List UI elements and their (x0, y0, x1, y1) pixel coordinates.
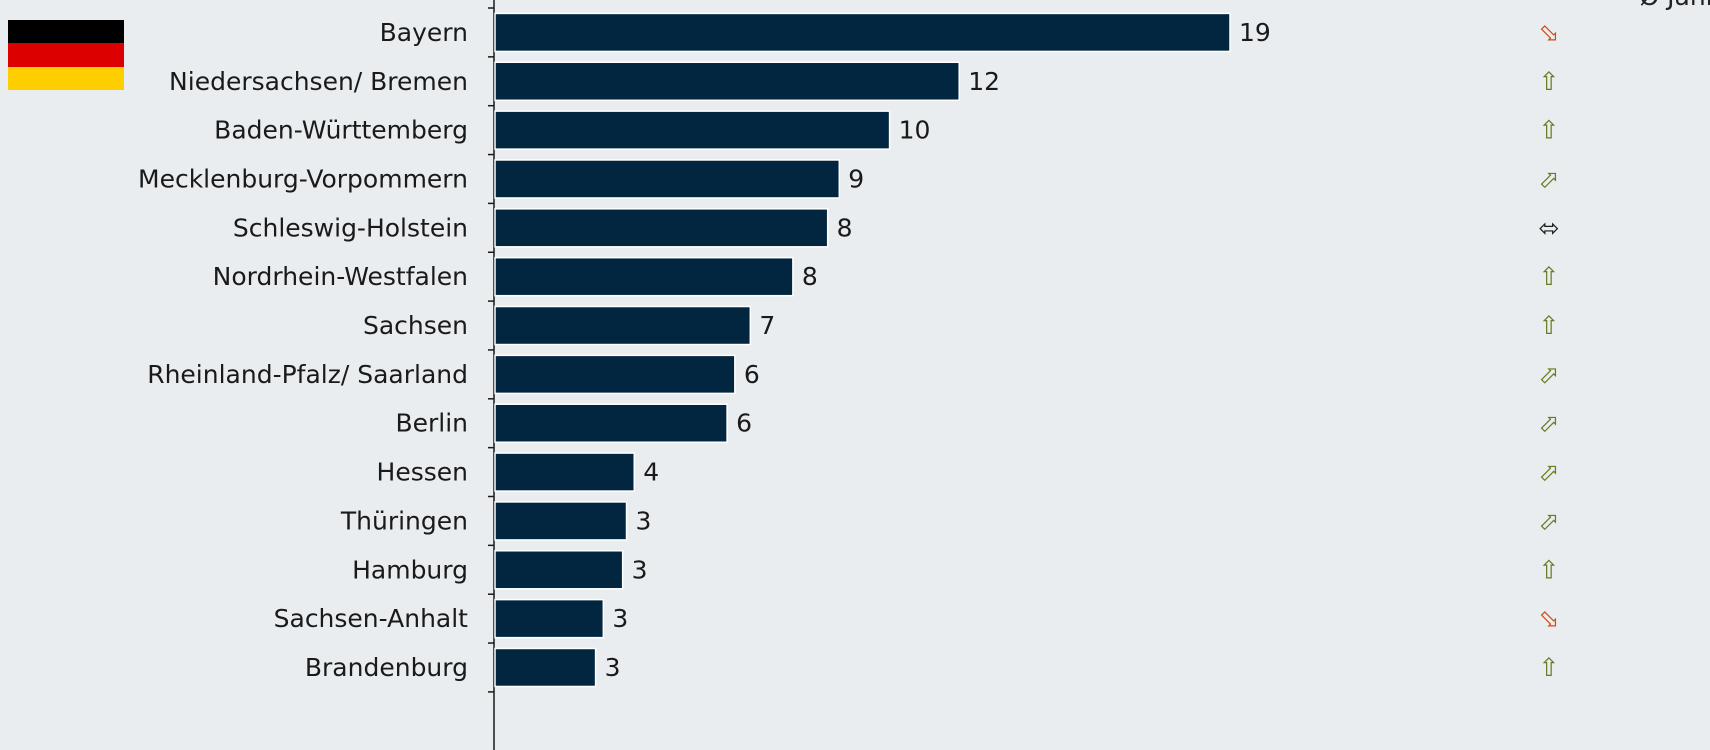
value-label: 8 (802, 262, 818, 291)
bar (494, 452, 636, 492)
value-label: 3 (612, 604, 628, 633)
bar (494, 354, 736, 395)
bar (494, 208, 829, 248)
arrow-up-icon: ⇧ (1539, 67, 1560, 96)
arrow-up-icon: ⇧ (1539, 116, 1560, 145)
category-label: Niedersachsen/ Bremen (169, 67, 468, 96)
arrow-up-icon: ⇧ (1539, 653, 1560, 682)
trend-icons: ⬂ ⇧ ⇧ ⬀ ⬄ ⇧ ⇧ ⬀ ⬀ ⬀ ⬀ ⇧ ⬂ ⇧ (1539, 18, 1560, 682)
value-label: 8 (837, 213, 853, 242)
category-label: Sachsen-Anhalt (274, 604, 469, 633)
category-label: Brandenburg (305, 653, 468, 682)
value-label: 3 (632, 555, 648, 584)
arrow-up-icon: ⇧ (1539, 262, 1560, 291)
value-label: 7 (759, 311, 775, 340)
category-label: Rheinland-Pfalz/ Saarland (147, 360, 468, 389)
category-labels: Bayern Niedersachsen/ Bremen Baden-Württem… (138, 18, 468, 682)
bar (494, 501, 628, 541)
bar (494, 256, 794, 297)
arrow-up-right-icon: ⬀ (1539, 458, 1560, 487)
value-label: 6 (736, 409, 752, 438)
category-label: Baden-Württemberg (214, 116, 468, 145)
bar (494, 598, 605, 639)
value-label: 10 (899, 116, 931, 145)
value-label: 19 (1239, 18, 1271, 47)
arrow-down-right-icon: ⬂ (1539, 604, 1560, 633)
category-label: Hamburg (352, 555, 468, 584)
value-label: 3 (605, 653, 621, 682)
value-label: 6 (744, 360, 760, 389)
arrow-down-right-icon: ⬂ (1539, 18, 1560, 47)
bars-group (494, 12, 1231, 688)
category-label: Berlin (395, 409, 468, 438)
category-label: Thüringen (340, 506, 468, 535)
arrow-left-right-icon: ⬄ (1539, 213, 1560, 242)
bar (494, 61, 960, 102)
arrow-up-right-icon: ⬀ (1539, 164, 1560, 193)
bar (494, 647, 597, 688)
arrow-up-right-icon: ⬀ (1539, 506, 1560, 535)
y-axis-ticks (488, 7, 494, 693)
category-label: Sachsen (363, 311, 468, 340)
bar (494, 159, 841, 199)
bar (494, 305, 752, 346)
arrow-up-right-icon: ⬀ (1539, 409, 1560, 438)
flag-stripe-black (8, 20, 124, 44)
arrow-up-icon: ⇧ (1539, 555, 1560, 584)
flag-stripe-gold (8, 66, 124, 90)
germany-flag-icon (8, 20, 124, 90)
bar (494, 403, 728, 443)
category-label: Mecklenburg-Vorpommern (138, 164, 468, 193)
category-label: Nordrhein-Westfalen (213, 262, 468, 291)
arrow-up-right-icon: ⬀ (1539, 360, 1560, 389)
value-label: 12 (968, 67, 1000, 96)
category-label: Bayern (380, 18, 468, 47)
category-label: Schleswig-Holstein (233, 213, 468, 242)
category-label: Hessen (377, 458, 468, 487)
value-label: 4 (643, 458, 659, 487)
value-label: 3 (636, 506, 652, 535)
flag-stripe-red (8, 43, 124, 67)
bar (494, 110, 891, 150)
bar (494, 12, 1231, 53)
value-label: 9 (848, 164, 864, 193)
bar (494, 550, 624, 590)
arrow-up-icon: ⇧ (1539, 311, 1560, 340)
corner-header-label: Ø Jahr (1640, 0, 1710, 11)
